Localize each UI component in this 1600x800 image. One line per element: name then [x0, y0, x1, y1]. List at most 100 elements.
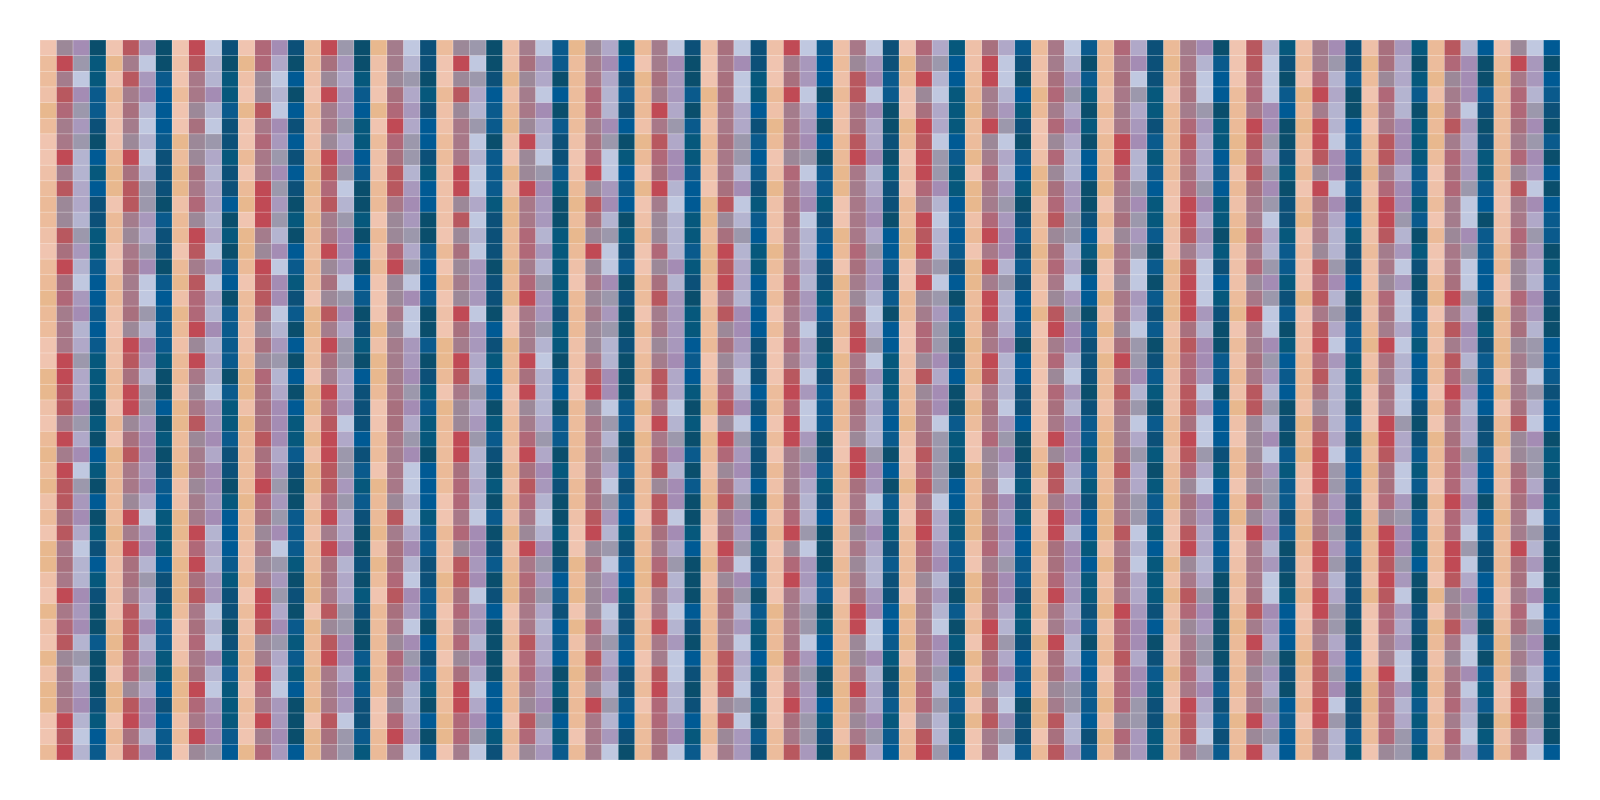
heatmap-cell	[39, 477, 57, 495]
heatmap-cell	[39, 446, 57, 463]
heatmap-cell	[304, 571, 322, 589]
heatmap-cell	[865, 509, 883, 526]
heatmap-cell	[1460, 117, 1478, 135]
heatmap-cell	[518, 431, 536, 448]
heatmap-cell	[1064, 446, 1082, 463]
heatmap-cell	[56, 164, 74, 182]
heatmap-cell	[568, 540, 586, 557]
heatmap-cell	[237, 650, 256, 667]
heatmap-cell	[237, 571, 256, 589]
heatmap-cell	[419, 368, 437, 385]
heatmap-cell	[89, 415, 107, 432]
heatmap-cell	[783, 462, 801, 479]
heatmap-cell	[634, 728, 652, 745]
heatmap-cell	[1031, 603, 1049, 620]
heatmap-cell	[1377, 446, 1396, 463]
heatmap-cell	[419, 321, 437, 338]
heatmap-cell	[254, 399, 272, 416]
heatmap-cell	[1477, 39, 1495, 56]
heatmap-cell	[386, 446, 404, 463]
heatmap-cell	[733, 274, 751, 291]
heatmap-cell	[1460, 571, 1478, 589]
heatmap-cell	[1130, 477, 1148, 495]
heatmap-cell	[1377, 712, 1396, 729]
heatmap-cell	[105, 86, 123, 103]
heatmap-cell	[469, 571, 487, 589]
heatmap-cell	[1460, 243, 1478, 260]
heatmap-cell	[1245, 290, 1263, 307]
heatmap-cell	[1543, 493, 1561, 510]
heatmap-cell	[1328, 102, 1346, 119]
heatmap-cell	[931, 744, 949, 761]
heatmap-cell	[1377, 211, 1396, 229]
heatmap-cell	[122, 524, 140, 542]
heatmap-cell	[39, 55, 57, 72]
heatmap-cell	[1047, 86, 1065, 103]
heatmap-cell	[320, 102, 338, 119]
heatmap-cell	[1212, 211, 1230, 229]
heatmap-cell	[667, 665, 685, 683]
heatmap-cell	[237, 352, 256, 369]
heatmap-cell	[155, 587, 173, 604]
heatmap-cell	[551, 180, 569, 197]
heatmap-cell	[469, 728, 487, 745]
heatmap-cell	[783, 665, 801, 683]
heatmap-cell	[1212, 540, 1230, 557]
heatmap-cell	[1113, 477, 1131, 495]
heatmap-cell	[1146, 587, 1164, 604]
heatmap-cell	[1080, 571, 1098, 589]
heatmap-cell	[981, 462, 999, 479]
heatmap-cell	[700, 431, 718, 448]
heatmap-cell	[171, 149, 189, 166]
heatmap-cell	[700, 728, 718, 745]
heatmap-cell	[1394, 196, 1412, 213]
heatmap-cell	[1328, 211, 1346, 229]
heatmap-cell	[518, 164, 536, 182]
heatmap-cell	[799, 744, 817, 761]
heatmap-cell	[370, 431, 388, 448]
heatmap-cell	[304, 368, 322, 385]
heatmap-cell	[171, 571, 189, 589]
heatmap-cell	[915, 71, 933, 88]
heatmap-cell	[964, 493, 983, 510]
heatmap-cell	[1377, 305, 1396, 323]
heatmap-cell	[584, 117, 603, 135]
heatmap-cell	[667, 509, 685, 526]
heatmap-cell	[138, 196, 156, 213]
heatmap-cell	[1113, 243, 1131, 260]
heatmap-cell	[1460, 305, 1478, 323]
heatmap-cell	[518, 462, 536, 479]
heatmap-cell	[1328, 728, 1346, 745]
heatmap-cell	[1295, 728, 1313, 745]
heatmap-cell	[1427, 665, 1445, 683]
heatmap-cell	[237, 384, 256, 401]
heatmap-cell	[469, 243, 487, 260]
heatmap-cell	[72, 211, 90, 229]
heatmap-cell	[304, 102, 322, 119]
heatmap-cell	[832, 290, 850, 307]
heatmap-cell	[237, 86, 256, 103]
heatmap-cell	[271, 618, 289, 636]
heatmap-cell	[353, 603, 371, 620]
heatmap-cell	[733, 477, 751, 495]
heatmap-cell	[733, 712, 751, 729]
heatmap-cell	[1229, 650, 1247, 667]
heatmap-cell	[1295, 603, 1313, 620]
heatmap-cell	[419, 384, 437, 401]
heatmap-cell	[667, 321, 685, 338]
heatmap-cell	[832, 117, 850, 135]
heatmap-cell	[783, 86, 801, 103]
heatmap-cell	[204, 352, 223, 369]
heatmap-cell	[1064, 587, 1082, 604]
heatmap-cell	[237, 540, 256, 557]
heatmap-cell	[155, 290, 173, 307]
heatmap-cell	[1328, 540, 1346, 557]
heatmap-cell	[865, 744, 883, 761]
heatmap-cell	[72, 149, 90, 166]
heatmap-cell	[39, 697, 57, 714]
heatmap-cell	[898, 446, 916, 463]
heatmap-cell	[750, 603, 768, 620]
heatmap-cell	[320, 117, 338, 135]
heatmap-cell	[204, 39, 223, 56]
heatmap-cell	[1064, 211, 1082, 229]
